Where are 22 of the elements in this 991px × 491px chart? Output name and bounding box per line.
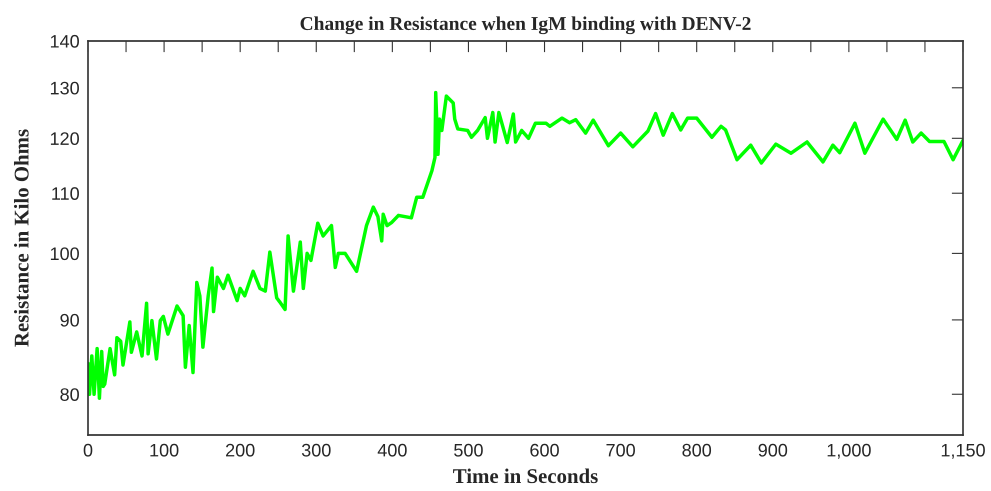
x-tick-label: 400: [378, 444, 407, 457]
x-tick-label: 300: [302, 444, 331, 457]
y-tick-label: 100: [50, 247, 79, 260]
x-tick-label: 700: [606, 444, 635, 457]
y-tick-label: 90: [60, 314, 79, 327]
y-tick-label: 140: [50, 34, 79, 48]
y-tick-label: 130: [50, 82, 79, 94]
x-tick-label: 200: [226, 444, 255, 457]
x-tick-label: 100: [150, 444, 178, 457]
x-axis-title: Time in Seconds: [453, 468, 598, 484]
y-tick-label: 80: [60, 388, 79, 401]
y-tick-label: 110: [52, 187, 79, 200]
chart-title: Change in Resistance when IgM binding with DENV-2: [300, 16, 751, 34]
x-tick-label: 800: [682, 444, 712, 457]
x-tick-label: 1,000: [828, 444, 871, 459]
x-tick-label: 500: [454, 444, 483, 457]
x-tick-label: 600: [530, 444, 559, 457]
x-tick-label: 1,150: [942, 444, 985, 459]
x-tick-label: 900: [758, 444, 788, 457]
y-tick-label: 120: [50, 132, 79, 146]
y-axis-title: Resistance in Kilo Ohms: [14, 129, 29, 347]
x-tick-label: 0: [84, 444, 92, 457]
